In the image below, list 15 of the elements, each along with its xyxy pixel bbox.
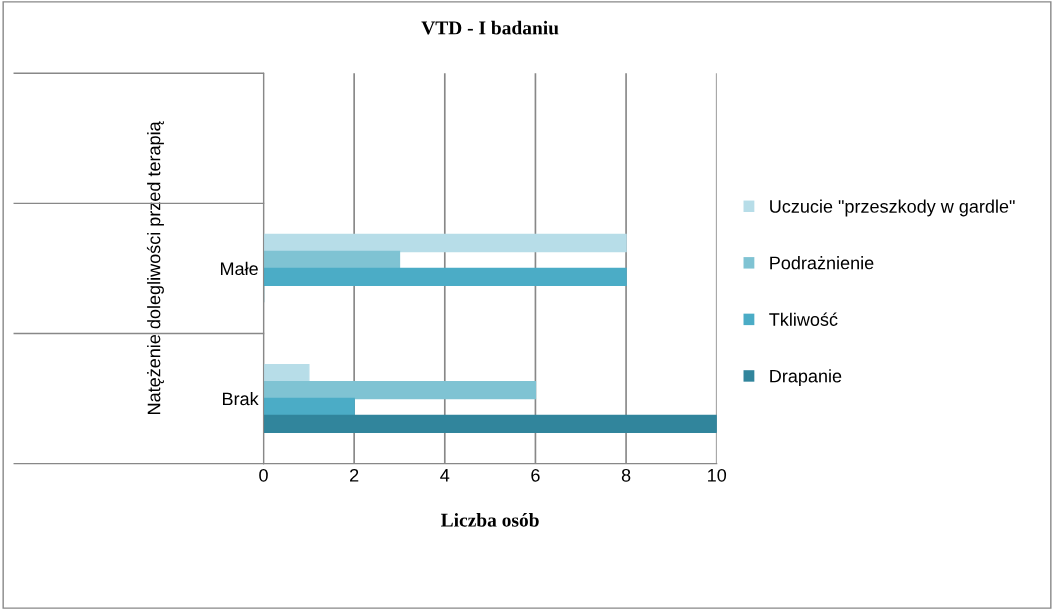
legend-label: Podrażnienie [770,256,874,270]
x-axis-title: Liczba osób [441,513,539,527]
y-tick-label: Brak [223,391,259,406]
x-tick-label: 0 [259,468,268,482]
y-tick-label: Małe [220,261,258,276]
legend-label: Tkliwość [769,312,838,326]
x-tick-label: 6 [531,468,540,482]
x-tick-label: 2 [350,468,359,482]
x-tick-label: 4 [440,469,450,482]
x-tick-label: 10 [708,468,727,482]
x-tick-label: 8 [621,468,631,482]
y-axis-title: Natężenie dolegliwości przed terapią [146,121,164,414]
chart-title: VTD - I badaniu [421,20,559,35]
legend-label: Uczucie "przeszkody w gardle" [770,199,1015,217]
legend-label: Drapanie [770,369,842,387]
